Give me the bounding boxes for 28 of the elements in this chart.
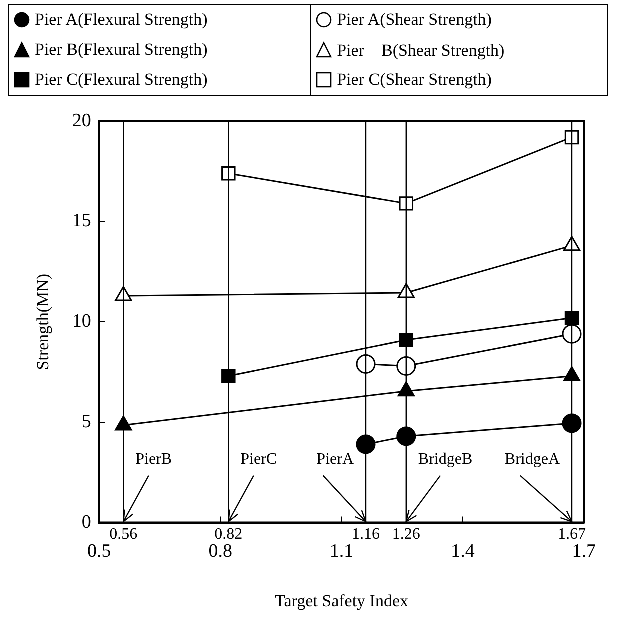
y-tick-label: 0 xyxy=(82,512,92,533)
y-tick-label: 5 xyxy=(82,411,92,432)
y-axis-title: Strength(MN) xyxy=(34,274,53,370)
legend-label: Pier C(Shear Strength) xyxy=(337,70,492,90)
x-tick-label: 0.5 xyxy=(88,541,112,562)
legend-label: Pier A(Shear Strength) xyxy=(337,10,492,30)
ref-line-label: PierA xyxy=(316,451,354,468)
legend-label: Pier C(Flexural Strength) xyxy=(35,70,208,90)
x-tick-label: 0.8 xyxy=(208,541,232,562)
x-tick-label: 1.7 xyxy=(572,541,596,562)
ref-line-label: PierB xyxy=(136,451,172,468)
y-tick-label: 10 xyxy=(72,311,92,332)
ref-line-label: PierC xyxy=(240,451,278,468)
legend-label: Pier A(Flexural Strength) xyxy=(35,10,208,30)
annotation: 1.67 xyxy=(558,526,586,544)
ref-line-label: BridgeB xyxy=(418,451,473,468)
x-tick-label: 1.4 xyxy=(451,541,476,562)
y-tick-label: 20 xyxy=(72,110,92,132)
annotation: 0.56 xyxy=(110,526,138,544)
x-axis-title: Target Safety Index xyxy=(275,591,410,610)
legend-label: Pier B(Shear Strength) xyxy=(337,40,505,62)
annotation: 0.82 xyxy=(214,526,243,544)
y-tick-label: 15 xyxy=(72,210,92,232)
annotation: 1.16 xyxy=(352,526,380,544)
x-tick-label: 1.1 xyxy=(330,541,354,562)
legend-label: Pier B(Flexural Strength) xyxy=(35,40,208,60)
annotation: 1.26 xyxy=(392,526,420,544)
ref-line-label: BridgeA xyxy=(504,451,560,468)
